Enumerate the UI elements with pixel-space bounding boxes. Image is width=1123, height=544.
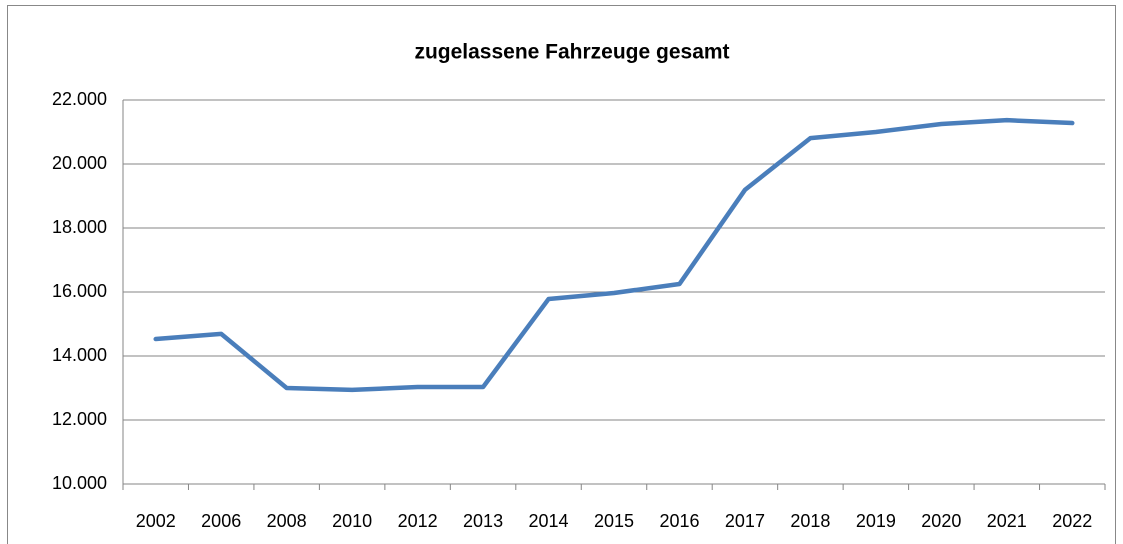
x-tick-label: 2008 [267,511,307,531]
x-tick-label: 2016 [659,511,699,531]
x-tick-label: 2015 [594,511,634,531]
x-tick-label: 2020 [921,511,961,531]
x-tick-label: 2002 [136,511,176,531]
y-tick-label: 14.000 [52,345,107,365]
x-tick-label: 2017 [725,511,765,531]
x-tick-label: 2010 [332,511,372,531]
x-tick-label: 2018 [790,511,830,531]
y-tick-label: 22.000 [52,89,107,109]
x-tick-label: 2006 [201,511,241,531]
chart-title: zugelassene Fahrzeuge gesamt [414,41,729,64]
x-tick-label: 2022 [1052,511,1092,531]
x-tick-label: 2021 [987,511,1027,531]
line-series [153,117,1075,393]
y-tick-label: 10.000 [52,473,107,493]
y-tick-label: 18.000 [52,217,107,237]
y-tick-label: 16.000 [52,281,107,301]
y-tick-label: 20.000 [52,153,107,173]
chart-frame [7,5,1116,544]
x-tick-label: 2012 [398,511,438,531]
x-tick-label: 2019 [856,511,896,531]
x-tick-label: 2013 [463,511,503,531]
x-tick-label: 2014 [529,511,569,531]
y-tick-label: 12.000 [52,409,107,429]
